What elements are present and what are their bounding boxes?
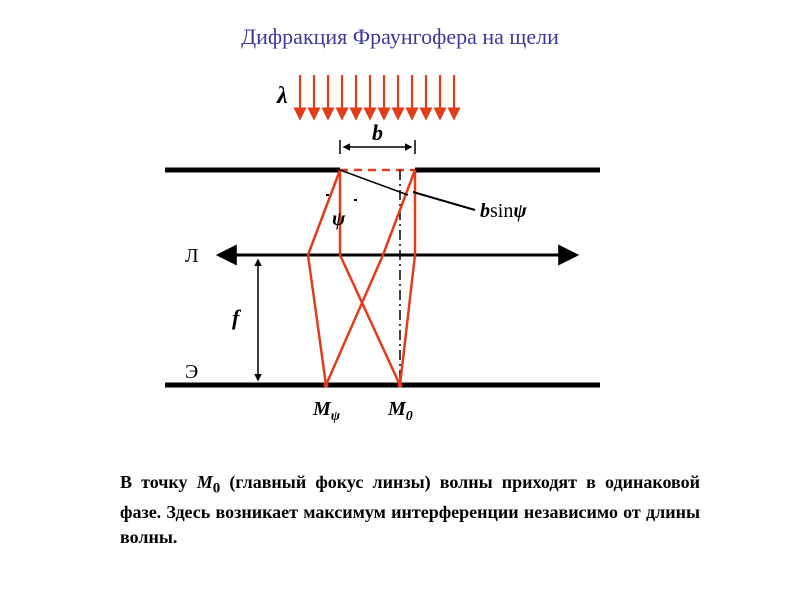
point-m-psi xyxy=(324,383,329,388)
incident-wave-arrows xyxy=(300,75,454,118)
focal-label: f xyxy=(232,305,242,330)
m-psi-label: Mψ xyxy=(312,398,341,424)
lambda-label: λ xyxy=(276,83,288,109)
screen-label: Э xyxy=(185,361,198,383)
path-diff-label: bsinψ xyxy=(480,200,527,222)
m-zero-label: M0 xyxy=(387,398,413,424)
path-diff-normal xyxy=(340,170,408,195)
lens-label: Л xyxy=(185,245,199,267)
slit-width-label: b xyxy=(372,120,383,145)
path-diff-pointer xyxy=(413,192,475,210)
diffracted-rays xyxy=(308,170,415,385)
body-paragraph: В точку M0 (главный фокус линзы) волны п… xyxy=(120,470,700,550)
focal-length-marker xyxy=(250,255,266,385)
angle-label: ψ xyxy=(332,208,346,230)
point-m-zero xyxy=(398,383,403,388)
